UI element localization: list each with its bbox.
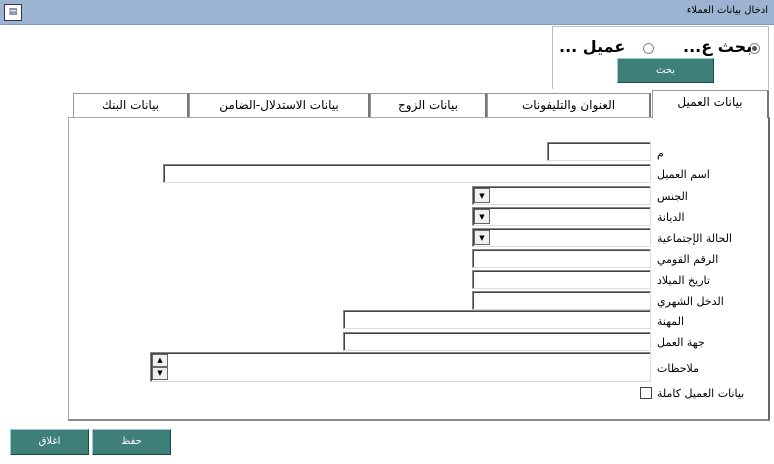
profession-label: المهنة (657, 315, 685, 328)
search-option-label-2: عميل ... (559, 37, 626, 56)
tab-customer-data[interactable]: بيانات العميل (652, 90, 769, 118)
search-option-radio-2[interactable] (643, 43, 654, 54)
chevron-down-icon[interactable]: ▼ (474, 209, 490, 224)
search-group: بحث ع... عميل ... بحث (552, 26, 769, 89)
notes-label: ملاحظات (657, 362, 699, 375)
employer-input[interactable] (343, 332, 651, 351)
search-button[interactable]: بحث (617, 58, 714, 83)
close-button[interactable]: اغلاق (10, 429, 89, 455)
national-id-label: الرقم القومي (657, 253, 719, 266)
birthdate-label: تاريخ الميلاد (657, 274, 710, 287)
window-title: ادخال بيانات العملاء (686, 5, 768, 16)
national-id-input[interactable] (472, 249, 651, 268)
tab-address-phones[interactable]: العنوان والتليفونات (487, 93, 651, 117)
complete-data-label: بيانات العميل كاملة (657, 387, 745, 400)
customer-name-input[interactable] (163, 164, 651, 183)
gender-select[interactable]: ▼ (472, 186, 651, 205)
save-button[interactable]: حفظ (92, 429, 171, 455)
complete-data-checkbox[interactable] (640, 387, 652, 399)
chevron-down-icon[interactable]: ▼ (474, 188, 490, 203)
search-option-label-1: بحث ع... (683, 37, 753, 56)
tab-bank-data[interactable]: بيانات البنك (73, 93, 189, 117)
chevron-down-icon[interactable]: ▼ (474, 230, 490, 245)
id-input[interactable] (547, 142, 651, 161)
religion-label: الديانة (657, 211, 685, 224)
profession-input[interactable] (343, 310, 651, 329)
monthly-income-input[interactable] (472, 291, 651, 310)
id-label: م (657, 147, 664, 160)
marital-status-select[interactable]: ▼ (472, 228, 651, 247)
employer-label: جهة العمل (657, 336, 705, 349)
title-bar: ▤ ادخال بيانات العملاء (0, 0, 774, 25)
religion-select[interactable]: ▼ (472, 207, 651, 226)
gender-label: الجنس (657, 190, 688, 203)
search-option-radio-1[interactable] (749, 43, 760, 54)
notes-textarea[interactable]: ▲ ▼ (150, 352, 651, 382)
tab-guarantor-data[interactable]: بيانات الاستدلال-الضامن (189, 93, 370, 117)
scroll-down-icon[interactable]: ▼ (152, 367, 168, 380)
marital-status-label: الحالة الإجتماعية (657, 232, 732, 245)
scroll-up-icon[interactable]: ▲ (152, 354, 168, 367)
form-app-icon: ▤ (4, 4, 22, 21)
birthdate-input[interactable] (472, 270, 651, 289)
monthly-income-label: الدخل الشهري (657, 295, 724, 308)
customer-name-label: اسم العميل (657, 168, 710, 181)
tab-spouse-data[interactable]: بيانات الزوج (370, 93, 487, 117)
